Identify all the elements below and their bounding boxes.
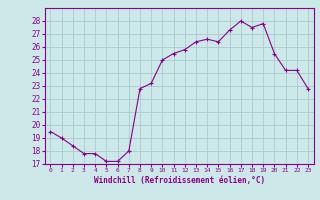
- X-axis label: Windchill (Refroidissement éolien,°C): Windchill (Refroidissement éolien,°C): [94, 176, 265, 185]
